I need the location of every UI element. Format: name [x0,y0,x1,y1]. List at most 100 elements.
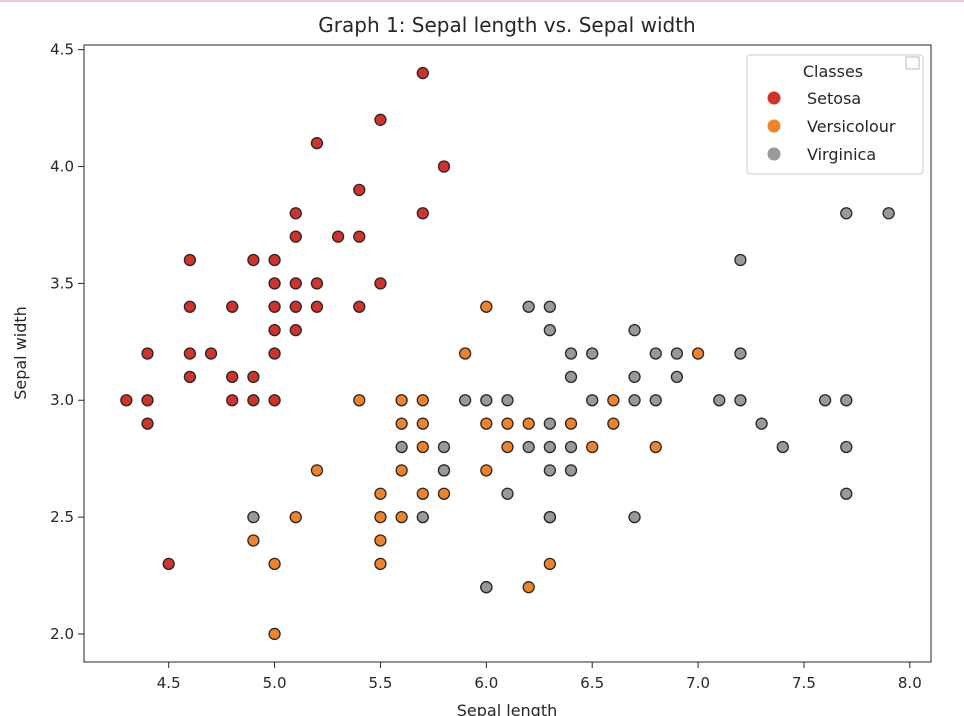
y-tick-label: 3.5 [50,274,74,292]
data-point [586,394,599,407]
x-tick-label: 5.0 [263,674,287,692]
data-point [353,300,366,313]
data-point [818,394,832,407]
legend-corner-square [905,56,920,70]
x-tick-label: 4.5 [157,674,181,692]
legend-item-virginica: Virginica [767,145,876,164]
data-point [628,370,641,384]
x-tick-label: 6.5 [580,674,604,692]
y-tick-label: 2.0 [50,625,74,643]
data-point [649,347,662,360]
data-point [543,510,556,524]
legend-label: Virginica [807,145,876,164]
legend-label: Setosa [807,89,861,108]
data-point [141,347,154,360]
data-point [353,230,366,243]
data-point [501,394,514,407]
data-point [289,300,302,313]
data-point [416,417,429,430]
data-point [395,510,408,524]
legend-marker [767,91,781,105]
y-tick-label: 4.0 [50,158,74,176]
data-point [268,300,281,313]
legend-title: Classes [803,62,863,81]
data-point [395,394,408,407]
data-point [628,394,641,407]
data-point [437,160,451,173]
data-point [310,137,324,150]
y-tick-label: 3.0 [50,391,74,409]
data-point [374,557,387,570]
data-point [691,347,705,360]
legend-item-versicolour: Versicolour [767,117,896,136]
data-point [628,510,641,524]
data-point [543,557,556,570]
y-axis-title: Sepal width [11,306,30,400]
data-point [374,487,387,500]
data-point [840,394,853,407]
data-point [480,394,493,407]
data-point [268,627,281,641]
data-point [353,394,366,407]
series-setosa [120,66,451,570]
data-point [543,464,556,477]
data-point [183,370,197,384]
ticks-layer: 4.5 5.0 5.5 6.0 6.5 7.0 7.5 8.0 2.0 2.5 3.0 3.5 4.0 4… [50,41,922,692]
x-axis-title: Sepal length [457,701,558,716]
data-point [226,370,239,384]
data-point [734,253,747,267]
legend-item-setosa: Setosa [767,89,861,108]
data-point [586,347,599,360]
data-point [289,277,302,290]
data-point [564,347,578,360]
legend: Classes Setosa Versicolour Virginica [746,54,924,175]
data-point [755,417,768,430]
data-point [247,534,260,547]
data-point [437,440,451,454]
data-point [268,347,281,360]
data-point [268,253,281,267]
data-point [713,394,726,407]
data-point [247,394,260,407]
data-point [374,534,387,547]
x-tick-label: 7.0 [686,674,710,692]
data-point [226,394,239,407]
data-point [289,323,302,337]
data-point [141,417,154,430]
data-point [162,557,175,570]
data-point [501,440,514,454]
legend-marker [767,147,781,161]
data-point [543,323,556,337]
data-point [734,347,747,360]
points-layer [120,66,895,641]
data-point [607,417,620,430]
data-point [416,394,429,407]
data-point [416,66,429,80]
data-point [247,510,260,524]
data-point [247,253,260,267]
data-point [395,417,408,430]
data-point [543,440,556,454]
data-point [543,300,556,313]
data-point [501,417,514,430]
data-point [480,464,493,477]
data-point [204,347,218,360]
data-point [395,440,408,454]
data-point [120,394,133,407]
data-point [458,347,472,360]
data-point [395,464,408,477]
data-point [310,464,324,477]
data-point [289,510,302,524]
data-point [882,207,895,220]
data-point [268,277,281,290]
data-point [268,323,281,337]
data-point [183,300,197,313]
data-point [416,207,429,220]
data-point [331,230,345,243]
data-point [183,253,197,267]
data-point [226,300,239,313]
x-tick-label: 5.5 [369,674,393,692]
data-point [289,230,302,243]
data-point [353,183,366,197]
data-point [416,510,429,524]
